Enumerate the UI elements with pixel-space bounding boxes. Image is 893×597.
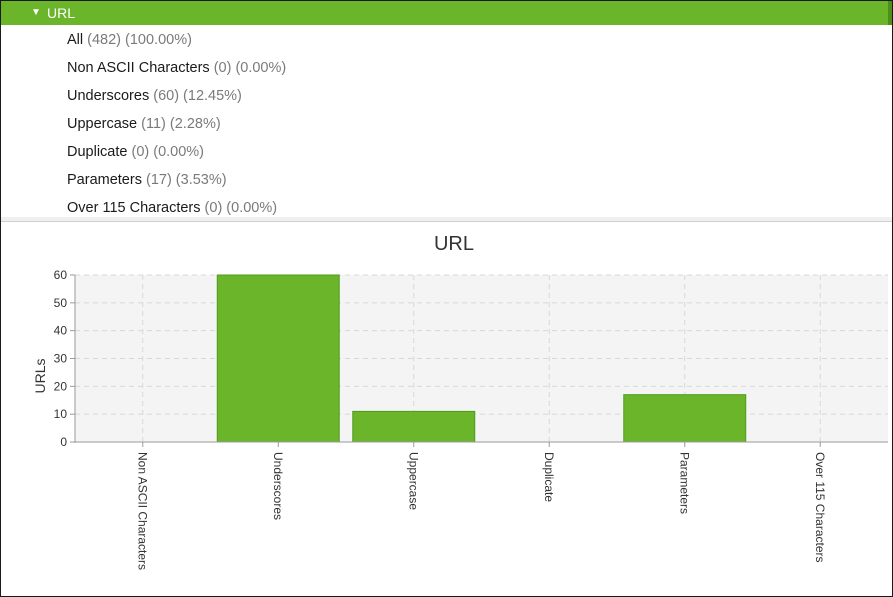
bar: [623, 394, 747, 443]
panel-splitter[interactable]: [1, 217, 892, 222]
filter-item-count: (60) (12.45%): [153, 88, 242, 104]
filter-item[interactable]: Parameters (17) (3.53%): [67, 168, 286, 196]
filter-item-count: (0) (0.00%): [131, 144, 205, 160]
filter-item-count: (0) (0.00%): [204, 200, 278, 216]
filter-item-count: (0) (0.00%): [213, 60, 287, 76]
filter-item-label: Underscores: [67, 88, 150, 104]
filter-item[interactable]: Uppercase (11) (2.28%): [67, 112, 286, 140]
filter-item-label: Duplicate: [67, 144, 128, 160]
y-tick-label: 50: [54, 296, 68, 310]
x-tick-label: Over 115 Characters: [813, 452, 827, 563]
x-tick-label: Non ASCII Characters: [136, 452, 150, 570]
filter-item[interactable]: Non ASCII Characters (0) (0.00%): [67, 56, 286, 84]
chart-title: URL: [433, 233, 474, 255]
x-tick-label: Parameters: [678, 452, 692, 514]
filter-item-label: Non ASCII Characters: [67, 60, 210, 76]
filter-item-label: Parameters: [67, 172, 142, 188]
y-tick-label: 40: [54, 324, 68, 338]
tree-header-label: URL: [47, 5, 76, 21]
url-tree-panel: ▼ URL All (482) (100.00%) Non ASCII Chara…: [1, 1, 892, 218]
bar: [352, 410, 476, 443]
filter-item[interactable]: Underscores (60) (12.45%): [67, 84, 286, 112]
triangle-down-icon[interactable]: ▼: [31, 7, 41, 18]
y-tick-label: 20: [54, 379, 68, 393]
filter-list: All (482) (100.00%) Non ASCII Characters …: [67, 28, 286, 224]
filter-item[interactable]: Over 115 Characters (0) (0.00%): [67, 196, 286, 224]
bar: [216, 274, 340, 443]
filter-item-label: Uppercase: [67, 116, 138, 132]
filter-item-label: Over 115 Characters: [67, 200, 201, 216]
filter-item-count: (11) (2.28%): [141, 116, 221, 132]
filter-item-label: All: [67, 32, 84, 48]
url-tree-header[interactable]: ▼ URL: [1, 1, 892, 25]
y-tick-label: 30: [54, 352, 68, 366]
y-tick-label: 60: [54, 268, 68, 282]
y-tick-label: 10: [54, 407, 68, 421]
filter-item-count: (482) (100.00%): [87, 32, 192, 48]
filter-item-count: (17) (3.53%): [145, 172, 227, 188]
filter-item[interactable]: All (482) (100.00%): [67, 28, 286, 56]
x-tick-label: Duplicate: [542, 452, 556, 502]
y-tick-label: 0: [60, 435, 67, 449]
x-tick-label: Uppercase: [407, 452, 421, 510]
url-chart: URL URLs 0 10 20 30 40 50 60 Non ASCII Characte…: [1, 223, 892, 596]
bar-chart-svg: 0 10 20 30 40 50 60 Non ASCII Characters Undersc…: [54, 268, 888, 570]
x-tick-label: Underscores: [271, 452, 285, 520]
filter-item[interactable]: Duplicate (0) (0.00%): [67, 140, 286, 168]
